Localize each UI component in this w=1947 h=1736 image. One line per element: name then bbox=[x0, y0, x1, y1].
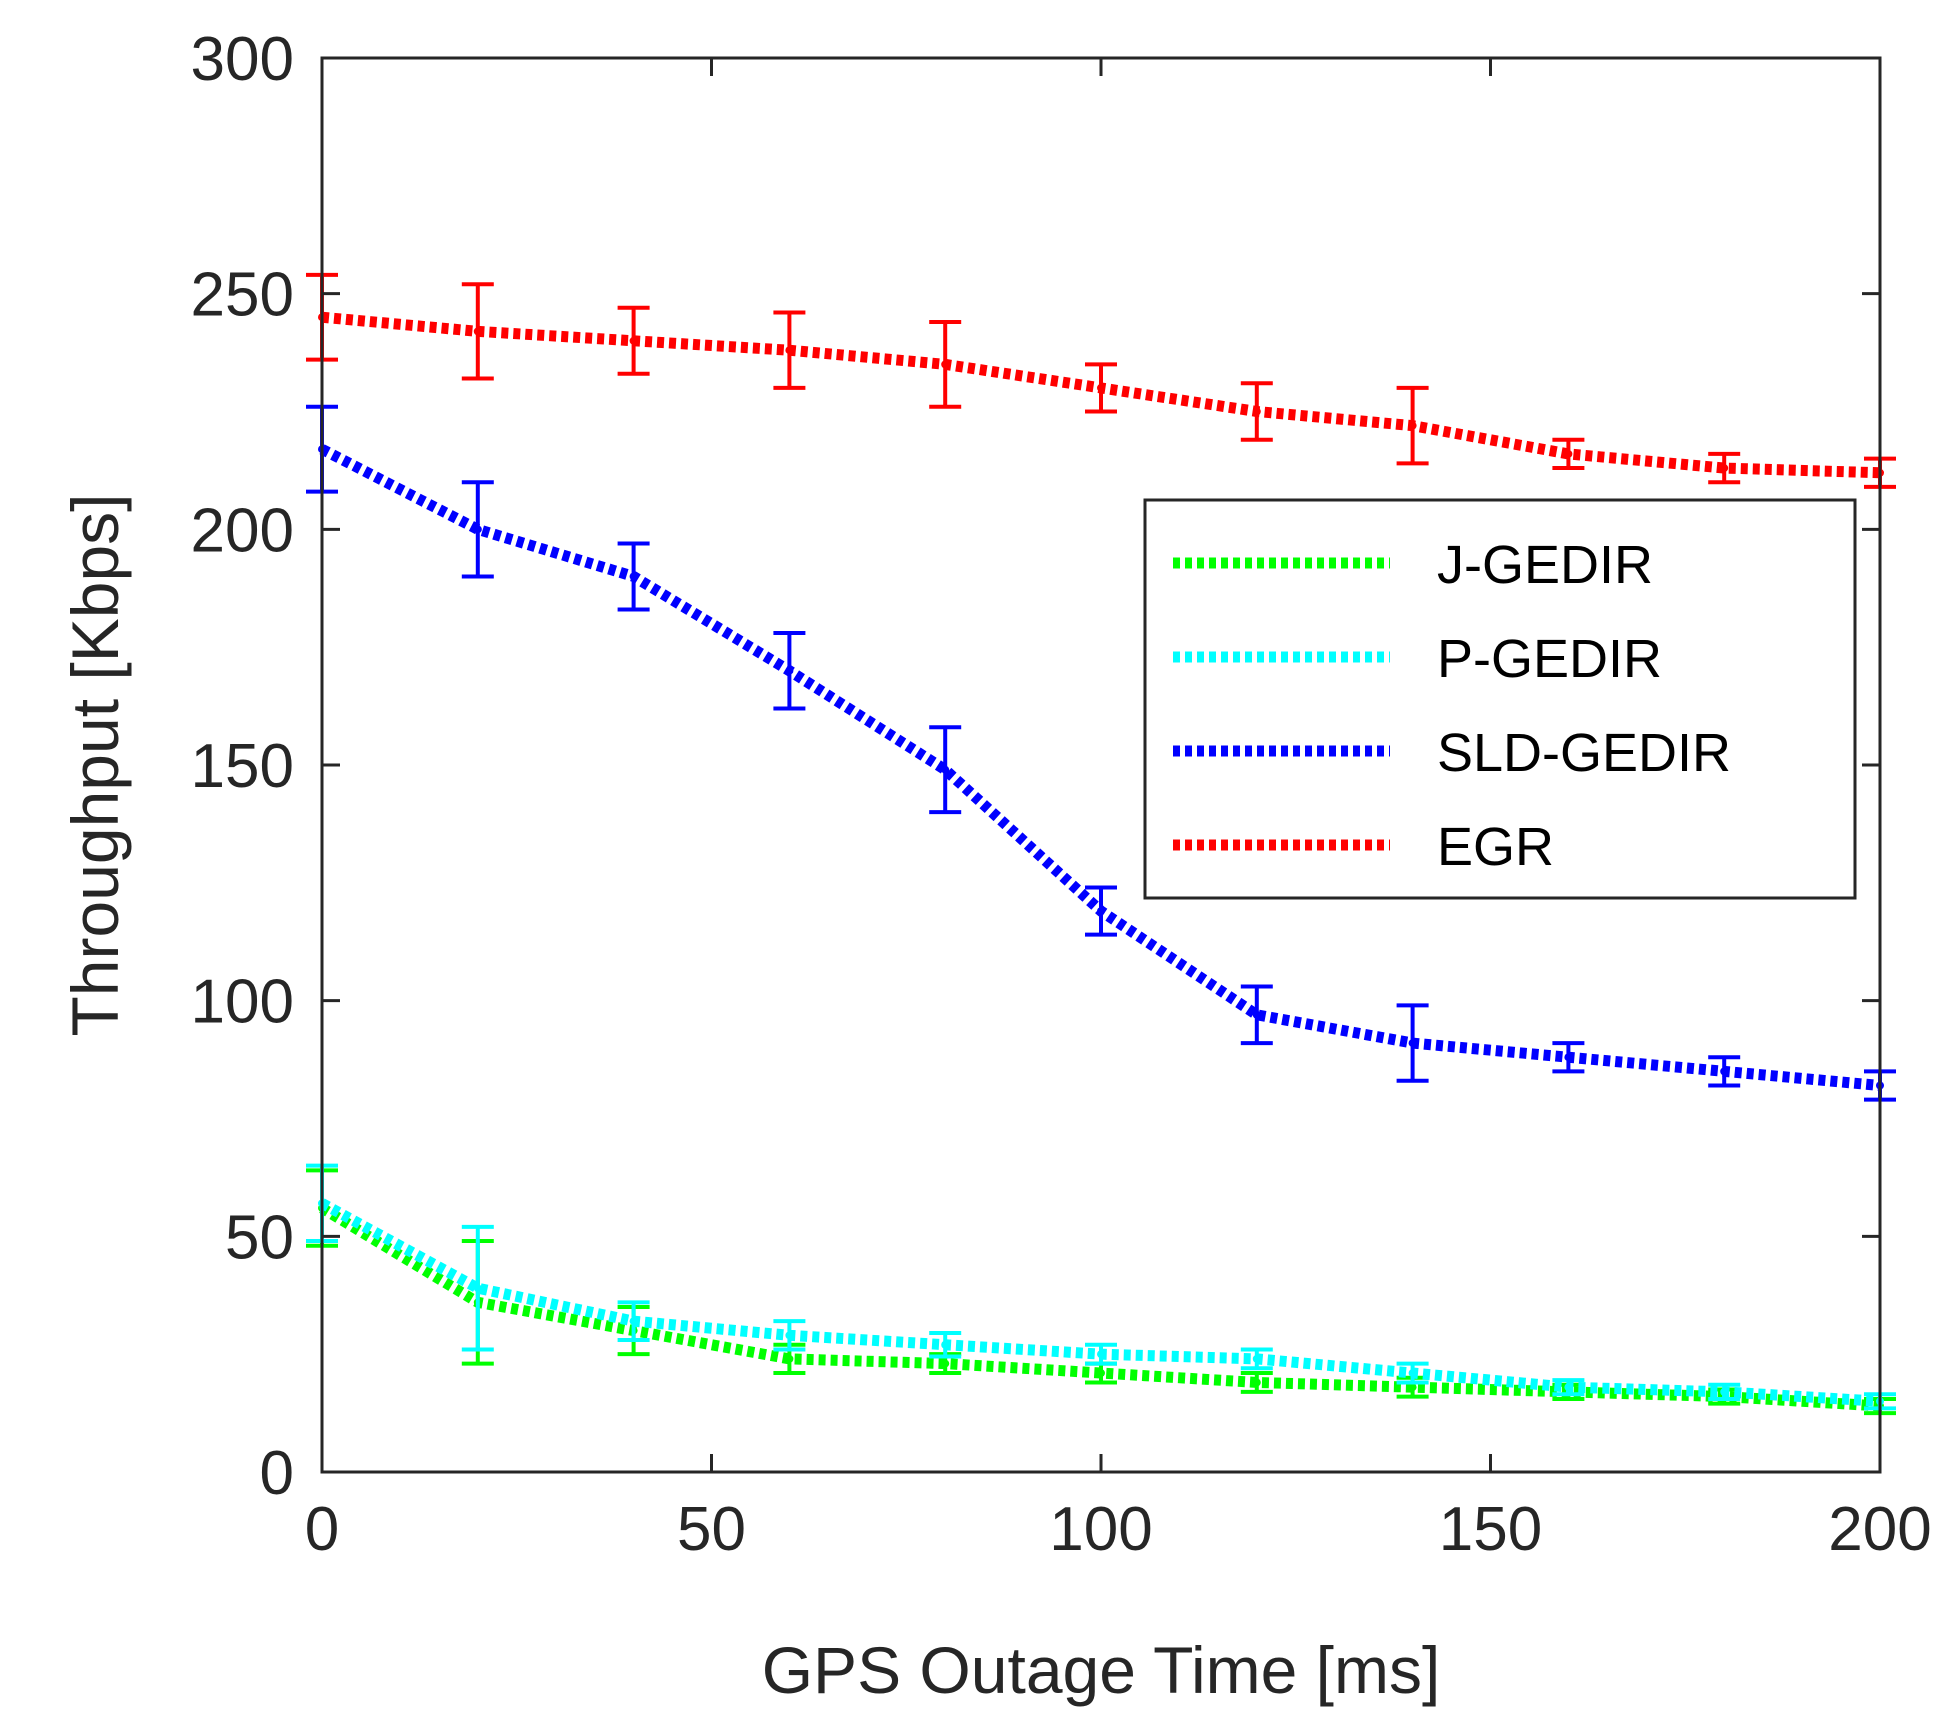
axes-layer: 0 50 100 150 200 0 50 100 150 200 250 300 bbox=[191, 25, 1932, 1564]
data-point-egr bbox=[1097, 383, 1105, 392]
y-tick-label: 250 bbox=[191, 261, 294, 330]
y-tick-label: 0 bbox=[260, 1439, 294, 1508]
legend-item-p-gedir: P-GEDIR bbox=[1173, 629, 1662, 689]
y-tick-label: 100 bbox=[191, 968, 294, 1037]
data-point-p-gedir bbox=[1252, 1354, 1261, 1363]
legend-label: SLD-GEDIR bbox=[1437, 723, 1731, 783]
legend-item-sld-gedir: SLD-GEDIR bbox=[1173, 723, 1731, 783]
x-tick-label: 150 bbox=[1439, 1495, 1542, 1564]
data-point-sld-gedir bbox=[941, 765, 950, 774]
y-tick-label: 150 bbox=[191, 732, 294, 801]
data-point-sld-gedir bbox=[629, 572, 638, 581]
data-point-j-gedir bbox=[1252, 1378, 1261, 1387]
legend-item-j-gedir: J-GEDIR bbox=[1173, 535, 1653, 595]
series-layer bbox=[306, 272, 1896, 1416]
data-point-j-gedir bbox=[941, 1359, 950, 1368]
data-point-egr bbox=[473, 327, 482, 336]
data-point-p-gedir bbox=[1408, 1369, 1417, 1378]
x-tick-label: 200 bbox=[1828, 1495, 1931, 1564]
data-point-egr bbox=[785, 346, 794, 355]
y-axis-title: Throughput [Kbps] bbox=[58, 493, 132, 1036]
legend-label: EGR bbox=[1437, 817, 1554, 877]
data-point-j-gedir bbox=[1408, 1383, 1417, 1392]
data-point-p-gedir bbox=[1564, 1383, 1573, 1392]
data-point-j-gedir bbox=[1097, 1369, 1105, 1378]
data-point-p-gedir bbox=[785, 1331, 794, 1340]
y-tick-label: 300 bbox=[191, 25, 294, 94]
data-point-sld-gedir bbox=[1097, 907, 1105, 916]
legend-item-egr: EGR bbox=[1173, 817, 1554, 877]
legend: J-GEDIR P-GEDIR SLD-GEDIR EGR bbox=[1143, 498, 1857, 900]
data-point-p-gedir bbox=[473, 1284, 482, 1293]
data-point-p-gedir bbox=[1097, 1350, 1105, 1359]
data-point-egr bbox=[1252, 407, 1261, 416]
data-point-egr bbox=[1564, 449, 1573, 458]
data-point-egr bbox=[629, 336, 638, 345]
x-axis-title: GPS Outage Time [ms] bbox=[762, 1633, 1441, 1707]
data-point-j-gedir bbox=[785, 1354, 794, 1363]
data-point-sld-gedir bbox=[785, 666, 794, 675]
data-point-sld-gedir bbox=[473, 525, 482, 534]
data-point-sld-gedir bbox=[1564, 1053, 1573, 1062]
data-point-p-gedir bbox=[1720, 1387, 1729, 1396]
data-point-egr bbox=[941, 360, 950, 369]
data-point-p-gedir bbox=[941, 1340, 950, 1349]
legend-label: J-GEDIR bbox=[1437, 535, 1653, 595]
data-point-egr bbox=[1408, 421, 1417, 430]
y-tick-label: 50 bbox=[225, 1203, 294, 1272]
x-tick-label: 50 bbox=[677, 1495, 746, 1564]
x-tick-label: 0 bbox=[305, 1495, 339, 1564]
legend-label: P-GEDIR bbox=[1437, 629, 1662, 689]
data-point-egr bbox=[1720, 464, 1729, 473]
data-point-sld-gedir bbox=[1408, 1039, 1417, 1048]
y-tick-label: 200 bbox=[191, 496, 294, 565]
data-point-sld-gedir bbox=[1252, 1010, 1261, 1019]
x-tick-label: 100 bbox=[1049, 1495, 1152, 1564]
data-point-p-gedir bbox=[629, 1317, 638, 1326]
data-point-sld-gedir bbox=[1720, 1067, 1729, 1076]
